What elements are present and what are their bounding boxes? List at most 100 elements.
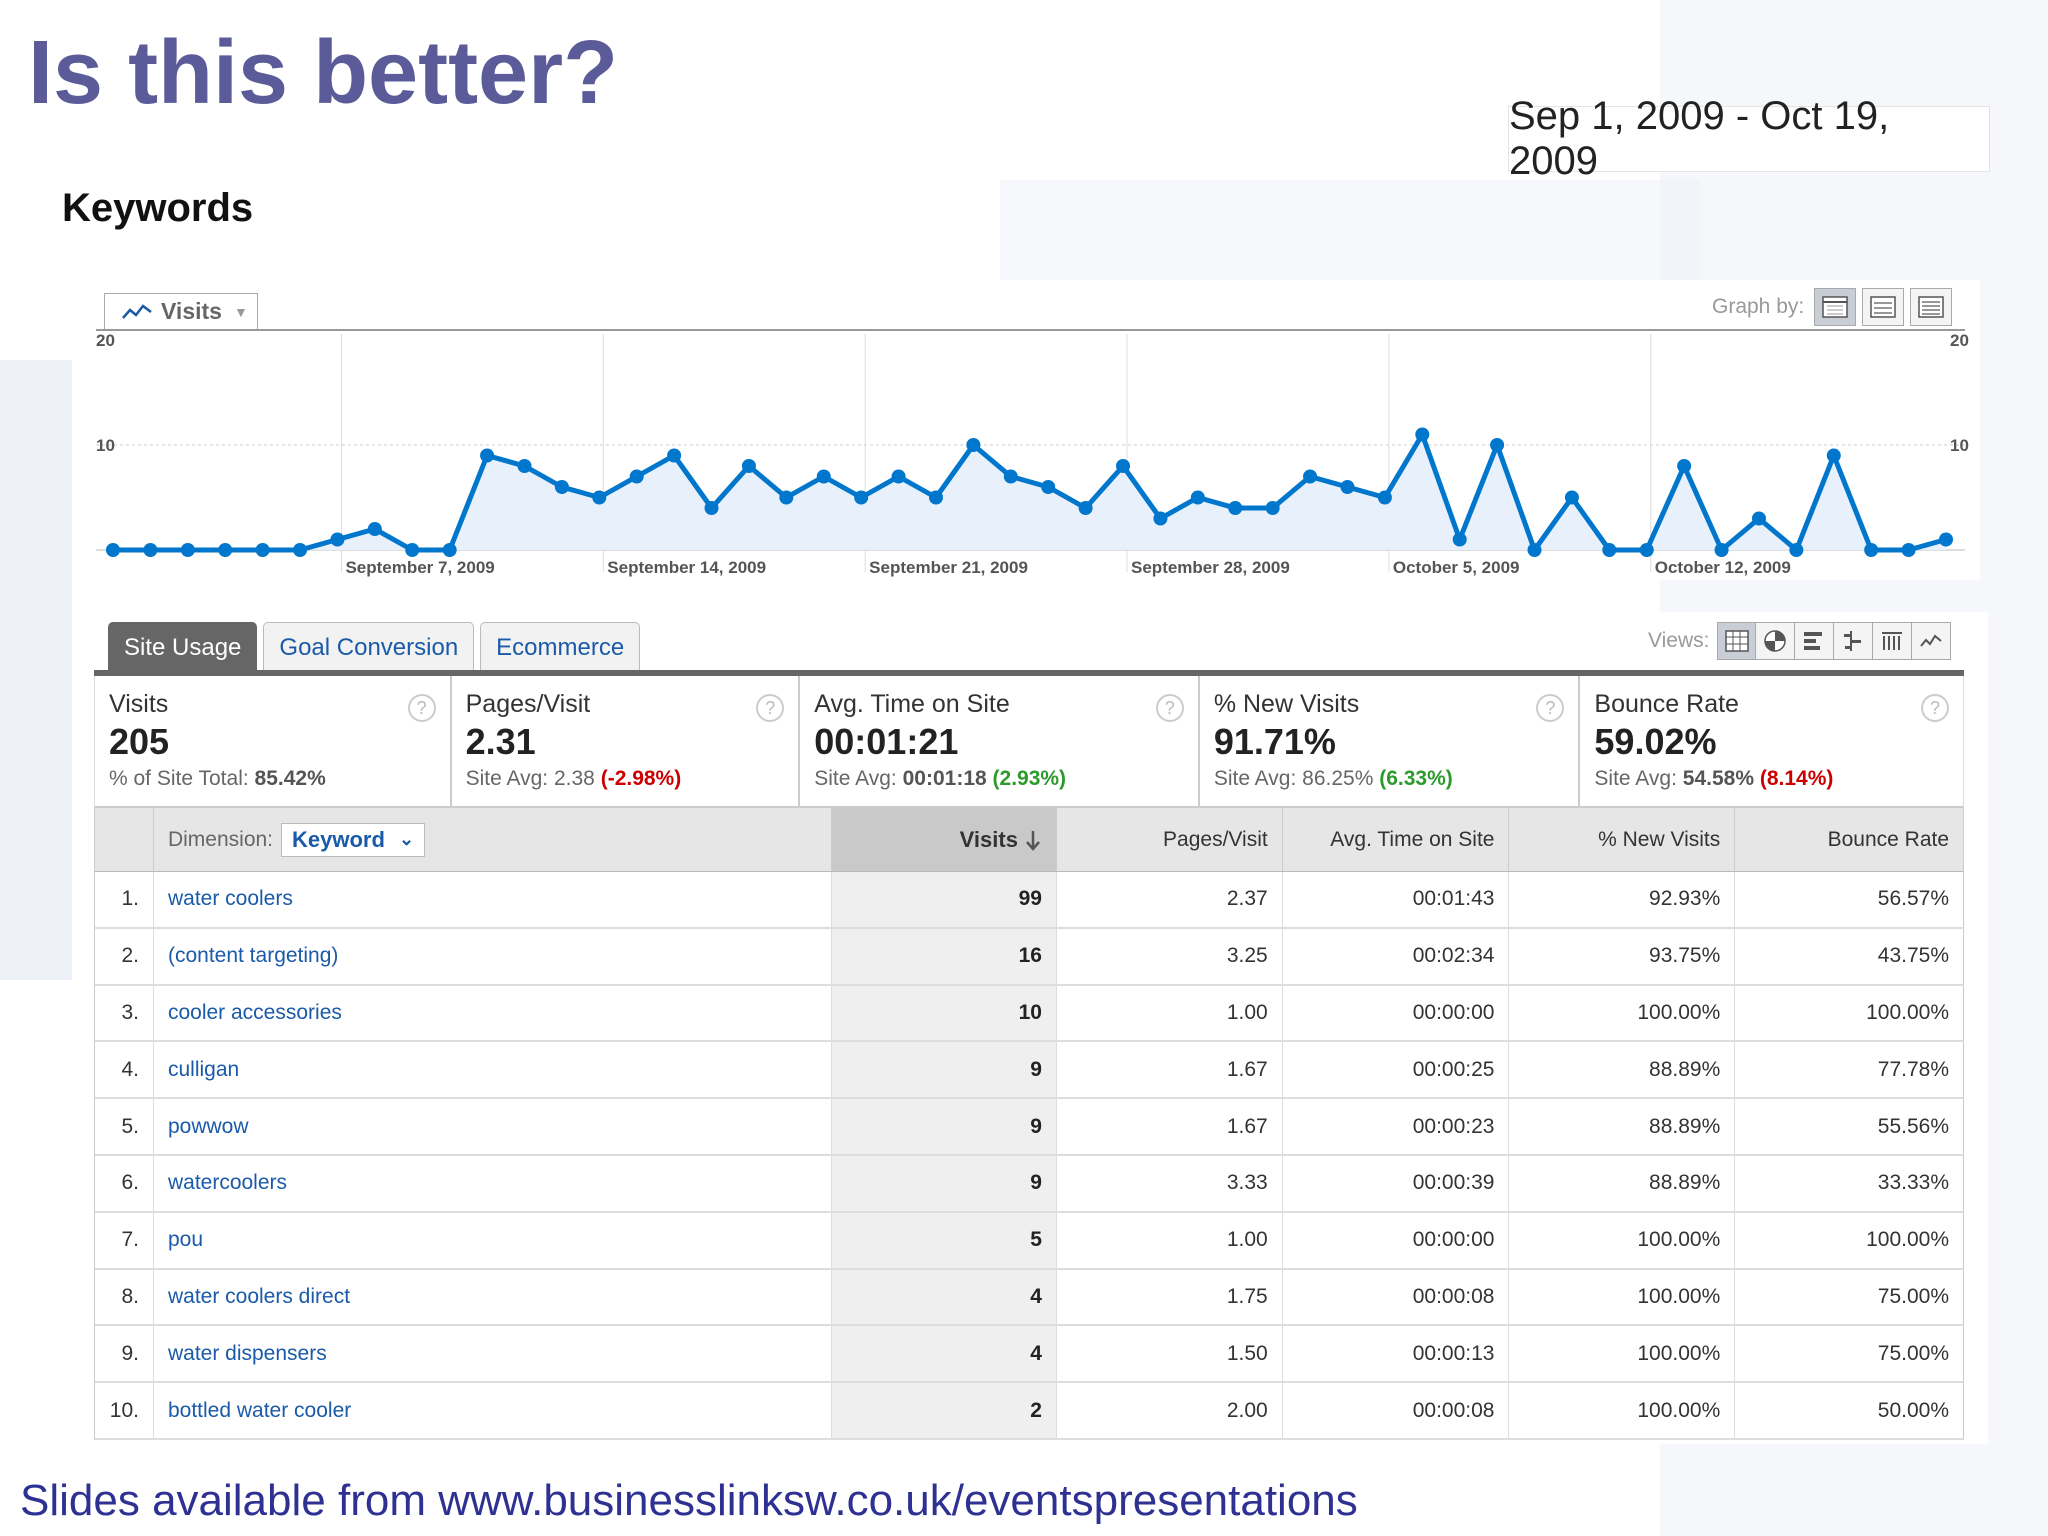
bounce-rate-column-header[interactable]: Bounce Rate bbox=[1827, 827, 1950, 851]
data-point bbox=[928, 490, 943, 505]
keyword-table: Dimension: Keyword ⌄ Visits Pages/Visit … bbox=[94, 808, 1964, 1440]
new-visits-cell: 100.00% bbox=[1509, 1212, 1736, 1268]
y-tick-label-left: 10 bbox=[96, 436, 115, 455]
table-header: Dimension: Keyword ⌄ Visits Pages/Visit … bbox=[94, 808, 1964, 872]
term-cloud-view-button[interactable] bbox=[1873, 622, 1913, 660]
visits-cell: 2 bbox=[832, 1383, 1057, 1438]
avg-time-cell: 00:00:00 bbox=[1283, 985, 1510, 1041]
keyword-link[interactable]: watercoolers bbox=[154, 1155, 833, 1211]
tab-ecommerce[interactable]: Ecommerce bbox=[480, 622, 641, 672]
pie-view-button[interactable] bbox=[1756, 622, 1796, 660]
keyword-link[interactable]: water coolers direct bbox=[154, 1269, 833, 1325]
table-row: 5. powwow 9 1.67 00:00:23 88.89% 55.56% bbox=[94, 1099, 1964, 1156]
keyword-link[interactable]: cooler accessories bbox=[154, 985, 833, 1041]
new-visits-cell: 92.93% bbox=[1509, 872, 1736, 927]
metric-dropdown[interactable]: Visits ▼ bbox=[104, 293, 258, 329]
keyword-link[interactable]: water dispensers bbox=[154, 1326, 833, 1382]
bounce-rate-cell: 75.00% bbox=[1877, 1341, 1950, 1365]
views-label: Views: bbox=[1648, 629, 1710, 652]
data-point bbox=[180, 543, 195, 557]
graph-by-day-button[interactable] bbox=[1814, 288, 1857, 326]
keyword-link[interactable]: water coolers bbox=[154, 872, 833, 927]
background-shape bbox=[0, 360, 72, 980]
data-point bbox=[1153, 511, 1168, 526]
dimension-select[interactable]: Keyword ⌄ bbox=[281, 822, 426, 857]
graph-by-week-button[interactable] bbox=[1862, 288, 1905, 326]
keyword-link[interactable]: bottled water cooler bbox=[154, 1383, 833, 1438]
table-row: 9. water dispensers 4 1.50 00:00:13 100.00% 75… bbox=[94, 1326, 1964, 1384]
data-point bbox=[330, 532, 345, 547]
data-point bbox=[480, 448, 495, 463]
data-point bbox=[218, 543, 233, 557]
pages-visit-cell: 1.67 bbox=[1057, 1042, 1283, 1098]
metric-dropdown-label: Visits bbox=[161, 298, 222, 324]
data-point bbox=[442, 543, 457, 557]
visits-cell: 16 bbox=[832, 928, 1057, 984]
data-point bbox=[1639, 543, 1654, 557]
row-index: 5. bbox=[95, 1099, 154, 1154]
visits-cell: 4 bbox=[832, 1269, 1057, 1325]
trend-view-button[interactable] bbox=[1912, 622, 1952, 660]
table-view-button[interactable] bbox=[1717, 622, 1757, 660]
metric-value: 205 bbox=[109, 721, 170, 762]
summary-top-border bbox=[94, 670, 1964, 676]
data-point bbox=[1190, 490, 1205, 505]
help-icon[interactable]: ? bbox=[1155, 694, 1184, 722]
index-header bbox=[95, 808, 154, 871]
help-icon[interactable]: ? bbox=[1536, 694, 1565, 722]
new-visits-cell: 100.00% bbox=[1509, 1326, 1736, 1382]
tab-site-usage[interactable]: Site Usage bbox=[108, 622, 258, 672]
keyword-link[interactable]: pou bbox=[154, 1212, 833, 1268]
bounce-rate-cell: 55.56% bbox=[1877, 1114, 1950, 1138]
data-point bbox=[554, 480, 569, 494]
keyword-link[interactable]: culligan bbox=[154, 1042, 833, 1098]
keyword-link[interactable]: powwow bbox=[154, 1099, 833, 1154]
help-icon[interactable]: ? bbox=[756, 694, 785, 722]
data-point bbox=[1377, 490, 1392, 505]
double-chevron-down-icon: ⌄ bbox=[398, 829, 415, 849]
data-point bbox=[1901, 543, 1916, 557]
data-point bbox=[1003, 469, 1018, 484]
dimension-label: Dimension: bbox=[167, 827, 274, 851]
data-point bbox=[779, 490, 794, 505]
keyword-link[interactable]: (content targeting) bbox=[154, 928, 833, 984]
footer-text[interactable]: Slides available from www.businesslinksw… bbox=[20, 1476, 1358, 1525]
help-icon[interactable]: ? bbox=[407, 694, 436, 722]
data-point bbox=[741, 459, 756, 473]
new-visits-cell: 88.89% bbox=[1509, 1042, 1736, 1098]
new-visits-column-header[interactable]: % New Visits bbox=[1509, 808, 1736, 871]
data-point bbox=[704, 501, 719, 515]
bounce-rate-cell: 100.00% bbox=[1866, 1000, 1950, 1024]
metric-subtext: Site Avg: 86.25% (6.33%) bbox=[1213, 767, 1453, 790]
month-icon bbox=[1918, 296, 1944, 318]
data-point bbox=[1490, 438, 1505, 452]
visits-line-chart: September 7, 2009 September 14, 2009 Septe… bbox=[96, 329, 1969, 577]
table-row: 8. water coolers direct 4 1.75 00:00:08 100.0… bbox=[94, 1269, 1964, 1327]
y-tick-label-right: 10 bbox=[1950, 436, 1969, 455]
pages-visit-column-header[interactable]: Pages/Visit bbox=[1057, 808, 1283, 871]
performance-view-button[interactable] bbox=[1795, 622, 1835, 660]
visits-column-header[interactable]: Visits bbox=[832, 808, 1057, 871]
dimension-header: Dimension: Keyword ⌄ bbox=[154, 808, 833, 871]
summary-new-visits: % New Visits 91.71% Site Avg: 86.25% (6.… bbox=[1200, 676, 1581, 806]
x-tick-label: October 12, 2009 bbox=[1655, 558, 1791, 577]
table-row: 1. water coolers 99 2.37 00:01:43 92.93% 56.57… bbox=[94, 872, 1964, 929]
pages-visit-cell: 1.67 bbox=[1057, 1099, 1283, 1154]
comparison-view-button[interactable] bbox=[1834, 622, 1874, 660]
visits-cell: 9 bbox=[832, 1155, 1057, 1211]
tab-goal-conversion[interactable]: Goal Conversion bbox=[263, 622, 475, 672]
table-row: 2. (content targeting) 16 3.25 00:02:34 93.75… bbox=[94, 928, 1964, 986]
section-heading: Keywords bbox=[62, 186, 254, 230]
report-tabs: Site Usage Goal Conversion Ecommerce bbox=[108, 622, 641, 672]
data-point bbox=[1564, 490, 1579, 505]
pages-visit-cell: 3.25 bbox=[1057, 928, 1283, 984]
graph-by-month-button[interactable] bbox=[1910, 288, 1953, 326]
data-point bbox=[106, 543, 120, 557]
visits-cell: 9 bbox=[832, 1099, 1057, 1154]
avg-time-column-header[interactable]: Avg. Time on Site bbox=[1283, 808, 1510, 871]
data-point bbox=[1939, 532, 1953, 547]
x-tick-label: September 7, 2009 bbox=[345, 558, 494, 577]
help-icon[interactable]: ? bbox=[1921, 694, 1949, 722]
bounce-rate-cell: 75.00% bbox=[1877, 1284, 1950, 1308]
